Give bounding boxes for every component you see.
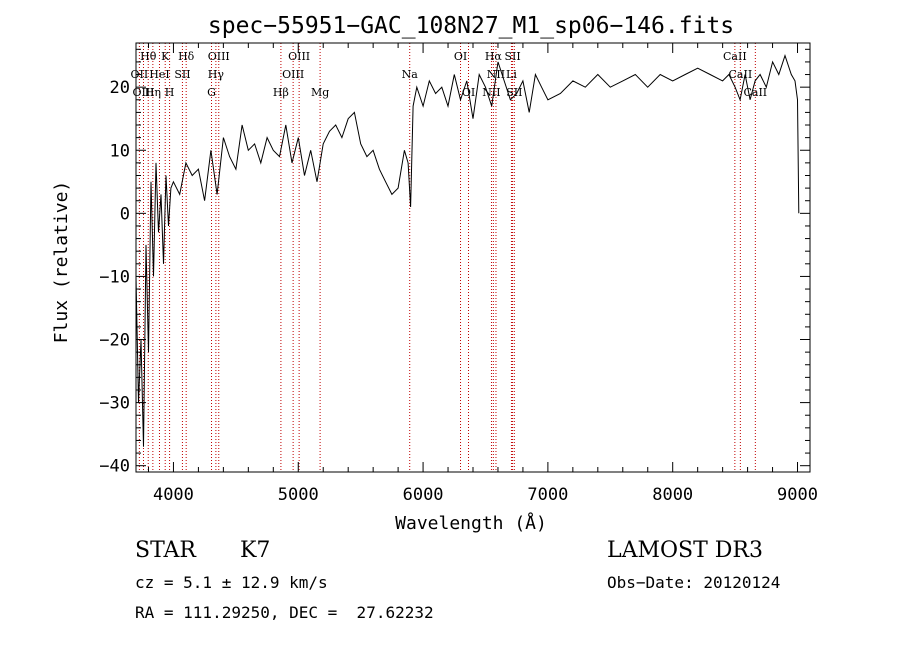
emission-line-label: Hη [145, 86, 161, 99]
x-axis-label: Wavelength (Å) [395, 512, 547, 534]
emission-line-label: NII [482, 86, 500, 99]
emission-line-markers [138, 43, 756, 472]
redshift-readout: cz = 5.1 ± 12.9 km/s [135, 573, 328, 592]
x-tick-label: 5000 [278, 485, 319, 505]
emission-line-label: K [161, 50, 170, 63]
emission-line-label: SII [506, 86, 522, 99]
emission-line-label: Li [506, 68, 517, 81]
emission-line-label: Na [402, 68, 419, 81]
y-tick-label: 0 [120, 204, 130, 224]
spectrum-line [135, 54, 800, 447]
y-tick-label: −10 [99, 267, 130, 287]
coordinates: RA = 111.29250, DEC = 27.62232 [135, 603, 434, 622]
emission-line-label: OIII [208, 50, 230, 63]
obs-date: Obs−Date: 20120124 [607, 573, 781, 592]
emission-line-label: Hα [485, 50, 503, 63]
x-tick-label: 9000 [777, 485, 818, 505]
emission-line-label: OIII [132, 86, 154, 99]
emission-line-label: SII [174, 68, 190, 81]
chart-title: spec−55951−GAC_108N27_M1_sp06−146.fits [208, 13, 734, 39]
emission-line-label: SII [504, 50, 520, 63]
emission-line-label: Hβ [273, 86, 289, 99]
y-tick-label: 20 [110, 78, 130, 98]
emission-line-label: Hγ [208, 68, 225, 81]
emission-line-label: OIII [288, 50, 310, 63]
y-tick-label: 10 [110, 141, 130, 161]
object-subclass: K7 [240, 538, 271, 563]
emission-line-label: HeI [149, 68, 169, 81]
y-tick-label: −20 [99, 331, 130, 351]
object-class: STAR [135, 538, 196, 563]
emission-line-label: H [165, 86, 175, 99]
y-tick-label: −40 [99, 457, 130, 477]
x-tick-label: 4000 [153, 485, 194, 505]
survey-name: LAMOST DR3 [607, 538, 763, 563]
emission-line-label: Hθ [140, 50, 157, 63]
y-tick-label: −30 [99, 394, 130, 414]
emission-line-label: CaII [723, 50, 747, 63]
y-axis-ticks: 20 10 0 −10 −20 −30 −40 [99, 48, 810, 477]
y-axis-label: Flux (relative) [51, 181, 72, 344]
emission-line-label: G [207, 86, 216, 99]
emission-line-label: CaII [729, 68, 753, 81]
x-axis-ticks: 4000 5000 6000 7000 8000 9000 [147, 43, 818, 505]
emission-line-label: Mg [311, 86, 329, 99]
x-tick-label: 6000 [403, 485, 444, 505]
emission-line-label: Hδ [178, 50, 195, 63]
x-tick-label: 7000 [527, 485, 568, 505]
emission-line-label: CaII [743, 86, 767, 99]
emission-line-label: OIII [282, 68, 304, 81]
x-tick-label: 8000 [652, 485, 693, 505]
plot-frame [135, 42, 811, 473]
emission-line-label: OI [454, 50, 467, 63]
